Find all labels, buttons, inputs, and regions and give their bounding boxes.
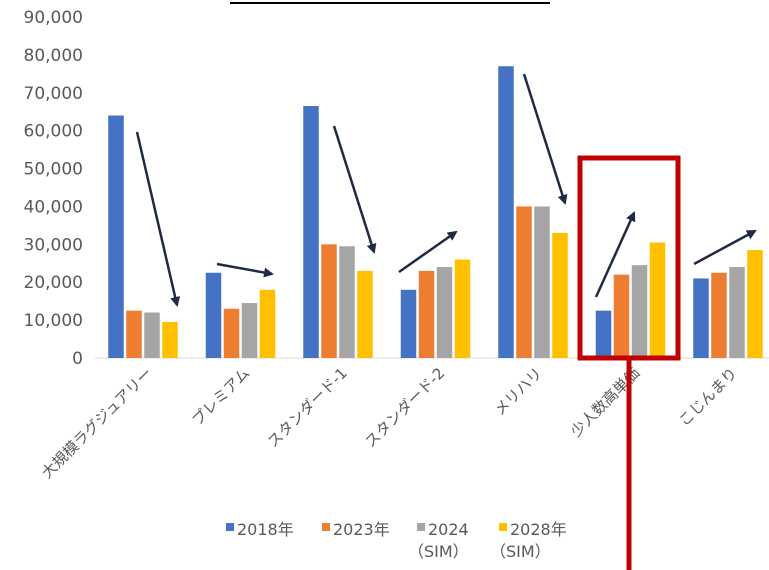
category-label: 大規模ラグジュアリー (38, 364, 156, 482)
bar-4-series-2 (418, 270, 435, 358)
bar-5-series-4 (552, 232, 568, 358)
trend-arrow-standard-2 (398, 230, 458, 274)
y-tick-label: 0 (72, 349, 83, 369)
bar-4-series-3 (436, 267, 453, 358)
category-label: 少人数高単価 (567, 364, 643, 440)
legend-label: 2018年 (237, 520, 294, 539)
y-tick-label: 30,000 (24, 235, 83, 255)
y-tick-label: 70,000 (24, 84, 83, 104)
bar-series (108, 66, 763, 359)
highlight-box (577, 155, 681, 361)
legend-label: （SIM） (408, 542, 469, 561)
y-tick-label: 90,000 (24, 8, 83, 28)
bar-7-series-3 (729, 267, 745, 358)
bar-1-series-4 (162, 322, 178, 358)
bar-6-series-4 (649, 242, 666, 358)
category-label: スタンダード-2 (361, 364, 448, 451)
y-tick-label: 60,000 (24, 122, 83, 142)
legend-swatch (226, 523, 234, 531)
bar-2-series-4 (259, 289, 276, 358)
trend-arrow-large-luxury (135, 131, 181, 307)
trend-arrow-standard-1 (332, 125, 377, 254)
bar-7-series-1 (693, 278, 709, 358)
bar-1-series-2 (126, 310, 142, 358)
legend-swatch (322, 523, 330, 531)
bar-1-series-3 (144, 312, 160, 358)
bar-3-series-2 (321, 244, 337, 358)
legend-label: 2023年 (333, 520, 390, 539)
bar-2-series-2 (223, 308, 240, 358)
legend-swatch (499, 523, 507, 531)
bar-3-series-4 (357, 270, 373, 358)
category-labels: 大規模ラグジュアリー プレミアム スタンダード-1 スタンダード-2 メリハリ 少人数高単… (38, 364, 741, 482)
bar-5-series-2 (516, 206, 532, 358)
bar-3-series-1 (303, 106, 319, 359)
bar-4-series-1 (400, 289, 417, 358)
y-tick-label: 10,000 (24, 311, 83, 331)
bar-4-series-4 (454, 259, 471, 358)
bar-2-series-3 (241, 303, 258, 358)
bar-7-series-2 (711, 272, 727, 358)
bar-6-series-3 (631, 265, 648, 358)
trend-arrow-small-high-price (594, 211, 636, 298)
bar-7-series-4 (747, 250, 763, 358)
bar-5-series-3 (534, 206, 550, 358)
category-label: プレミアム (188, 364, 253, 429)
bar-6-series-1 (595, 310, 612, 358)
bar-3-series-3 (339, 246, 355, 358)
legend: 2018年 2023年 2024 （SIM） 2028年 （SIM） (226, 520, 567, 561)
legend-swatch (417, 523, 425, 531)
trend-arrows (135, 73, 757, 307)
bar-6-series-2 (613, 274, 630, 358)
bar-2-series-1 (205, 272, 222, 358)
trend-arrow-premium (216, 262, 274, 278)
y-tick-label: 50,000 (24, 160, 83, 180)
category-label: スタンダード-1 (264, 364, 351, 451)
trend-arrow-kojinmari (693, 229, 757, 266)
category-label: メリハリ (491, 364, 546, 419)
legend-label: （SIM） (490, 542, 551, 561)
y-tick-label: 20,000 (24, 273, 83, 293)
legend-label: 2028年 (510, 520, 567, 539)
y-tick-label: 80,000 (24, 46, 83, 66)
bar-1-series-1 (108, 115, 124, 358)
y-axis-ticks: 0 10,000 20,000 30,000 40,000 50,000 60,000 70,… (24, 8, 83, 369)
bar-5-series-1 (498, 66, 514, 358)
category-label: こじんまり (675, 364, 741, 430)
legend-label: 2024 (428, 520, 469, 539)
trend-arrow-merihari (522, 73, 568, 205)
y-tick-label: 40,000 (24, 197, 83, 217)
